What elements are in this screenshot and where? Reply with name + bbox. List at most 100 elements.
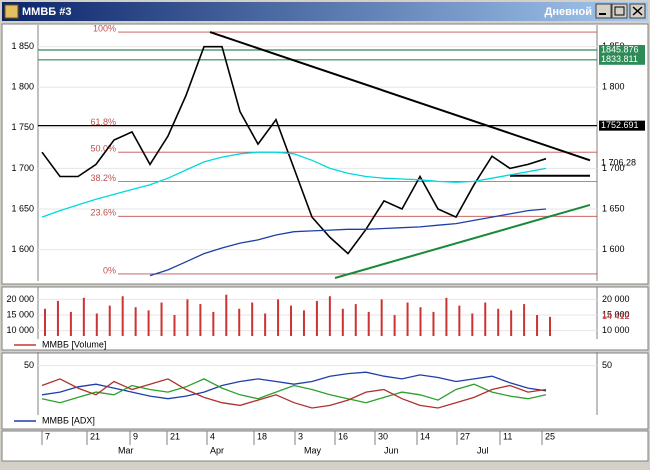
- volume-bar: [56, 300, 59, 336]
- series-line: [41, 378, 547, 404]
- volume-bar: [380, 299, 383, 336]
- x-month-label: Apr: [210, 445, 224, 455]
- volume-bar: [147, 310, 150, 336]
- trend-line: [334, 203, 591, 279]
- volume-bar: [264, 313, 267, 336]
- y-tick-label: 50: [24, 360, 34, 370]
- x-day-label: 25: [545, 431, 555, 441]
- volume-bar: [238, 308, 241, 336]
- volume-bar: [225, 294, 228, 336]
- volume-bar: [367, 311, 370, 336]
- x-day-label: 21: [170, 431, 180, 441]
- x-month-label: Jun: [384, 445, 399, 455]
- level-label: 1752.691: [601, 120, 639, 130]
- maximize-button[interactable]: [611, 3, 628, 19]
- y-tick-label: 1 800: [11, 82, 34, 92]
- close-glyph: [632, 6, 643, 16]
- fib-label: 50.0%: [90, 144, 116, 154]
- volume-bar: [160, 302, 163, 336]
- window-title: ММВБ #3: [22, 6, 71, 18]
- volume-bar: [173, 315, 176, 336]
- y-tick-label-right: 1 700: [602, 163, 625, 173]
- x-day-label: 14: [420, 431, 430, 441]
- volume-bar: [186, 299, 189, 336]
- series-line: [41, 151, 547, 218]
- x-month-label: May: [304, 445, 322, 455]
- volume-bar: [251, 302, 254, 336]
- volume-bar: [406, 302, 409, 336]
- level-tag: [599, 54, 645, 65]
- x-day-label: 16: [338, 431, 348, 441]
- volume-bar: [536, 315, 539, 336]
- y-tick-label-right: 1 800: [602, 82, 625, 92]
- volume-bar: [549, 316, 551, 336]
- price-panel: [1, 23, 649, 285]
- y-tick-label: 20 000: [6, 294, 34, 304]
- timeframe: Дневной: [545, 6, 593, 18]
- level-tag: [599, 120, 645, 131]
- x-day-label: 21: [90, 431, 100, 441]
- fib-label: 100%: [93, 23, 116, 33]
- x-month-label: Jul: [477, 445, 489, 455]
- legend-label: ММВБ [Volume]: [42, 339, 106, 349]
- y-tick-label-right: 1 650: [602, 203, 625, 213]
- x-day-label: 18: [257, 431, 267, 441]
- last-volume-label: 14 412: [602, 311, 630, 321]
- y-tick-label-right: 10 000: [602, 325, 630, 335]
- volume-bar: [121, 296, 124, 336]
- x-day-label: 30: [378, 431, 388, 441]
- series-line: [149, 208, 547, 277]
- maximize-glyph: [614, 6, 625, 16]
- x-day-label: 11: [503, 431, 512, 441]
- level-label: 1833.811: [601, 54, 638, 64]
- title-bar: [2, 2, 648, 21]
- fib-label: 23.6%: [90, 208, 116, 218]
- level-label: 1845.876: [601, 44, 639, 54]
- volume-bar: [510, 310, 513, 336]
- x-day-label: 3: [298, 431, 303, 441]
- adx-panel: [1, 352, 649, 430]
- window-buttons: [595, 3, 646, 19]
- volume-bar: [277, 299, 280, 336]
- y-tick-label: 1 650: [11, 203, 34, 213]
- y-tick-label: 1 700: [11, 163, 34, 173]
- series-line: [41, 378, 547, 409]
- series-line: [41, 371, 547, 400]
- x-day-label: 7: [45, 431, 50, 441]
- volume-bar: [484, 302, 487, 336]
- y-tick-label-right: 15 000: [602, 309, 630, 319]
- volume-bar: [69, 311, 72, 336]
- volume-bar: [315, 300, 318, 336]
- volume-bar: [393, 315, 396, 336]
- fib-label: 38.2%: [90, 173, 116, 183]
- volume-bar: [523, 304, 526, 336]
- volume-bar: [95, 313, 98, 336]
- volume-bar: [432, 311, 435, 336]
- volume-bar: [354, 304, 357, 336]
- x-day-label: 4: [210, 431, 215, 441]
- legend-label: ММВБ [ADX]: [42, 415, 95, 425]
- volume-bar: [497, 308, 500, 336]
- minimize-button[interactable]: [595, 3, 612, 19]
- volume-bar: [471, 313, 474, 336]
- volume-bar: [82, 297, 85, 336]
- fib-label: 0%: [103, 265, 116, 275]
- volume-bar: [328, 296, 331, 336]
- x-day-label: 9: [133, 431, 138, 441]
- y-tick-label: 15 000: [6, 309, 34, 319]
- volume-bar: [341, 308, 344, 336]
- level-tag: [599, 45, 645, 56]
- y-tick-label: 1 750: [11, 122, 34, 132]
- trend-line: [209, 31, 591, 162]
- time-axis: [1, 430, 649, 462]
- x-day-label: 27: [460, 431, 470, 441]
- volume-bar: [445, 297, 448, 336]
- volume-bar: [199, 304, 202, 336]
- volume-bar: [134, 307, 137, 336]
- volume-bar: [108, 305, 111, 336]
- y-tick-label: 10 000: [6, 325, 34, 335]
- fib-label: 61.8%: [90, 117, 116, 127]
- volume-bar: [302, 310, 305, 336]
- volume-bar: [290, 305, 293, 336]
